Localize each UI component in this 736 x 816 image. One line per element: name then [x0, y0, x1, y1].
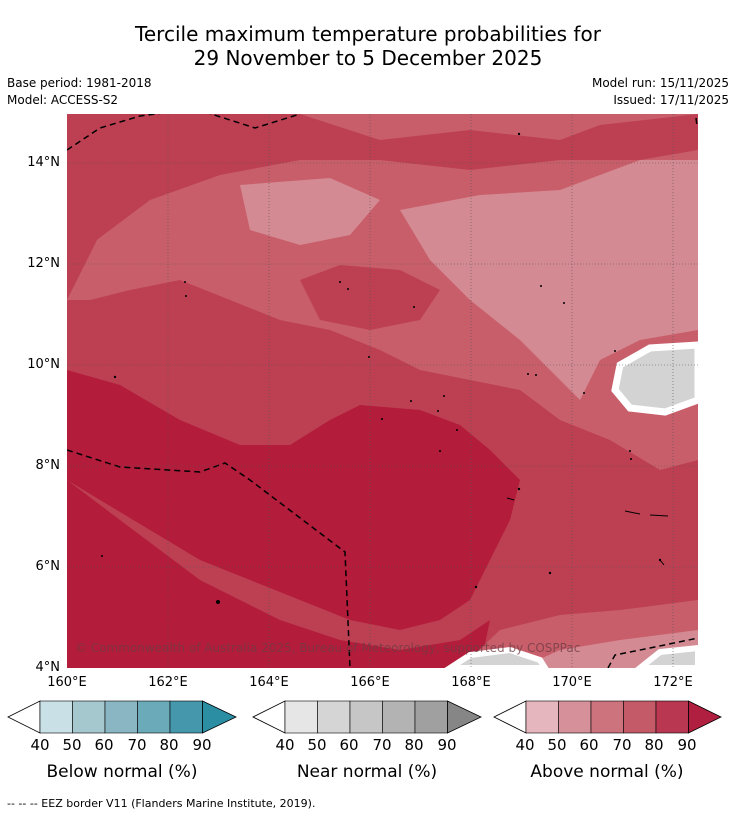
above-colorbar-segment: [655, 700, 689, 734]
islands: [101, 132, 662, 604]
above-tick: 40: [515, 736, 535, 754]
model-run: Model run: 15/11/2025: [591, 76, 729, 90]
lat-label-4n: 4°N: [35, 660, 61, 675]
above-tick: 60: [579, 736, 599, 754]
lon-label-170e: 170°E: [552, 675, 592, 690]
above-colorbar-segment: [525, 700, 559, 734]
below-colorbar-under-arrow: [7, 700, 41, 734]
above-colorbar-segment: [590, 700, 624, 734]
lon-label-162e: 162°E: [148, 675, 188, 690]
map-fields: [67, 114, 698, 668]
lon-label-166e: 166°E: [350, 675, 390, 690]
field-near-normal-south: [444, 646, 549, 668]
above-colorbar-segment: [623, 700, 657, 734]
near-colorbar-over-arrow: [447, 700, 482, 734]
near-colorbar-segment: [414, 700, 448, 734]
near-tick: 50: [307, 736, 327, 754]
near-tick: 40: [275, 736, 295, 754]
above-colorbar-over-arrow: [688, 700, 722, 734]
near-tick: 90: [437, 736, 457, 754]
above-tick: 80: [644, 736, 664, 754]
lon-label-172e: 172°E: [653, 675, 693, 690]
below-colorbar: [7, 700, 237, 734]
near-normal-title: Near normal (%): [296, 762, 438, 782]
below-colorbar-segment: [72, 700, 106, 734]
below-tick: 40: [30, 736, 50, 754]
field-above-60-east: [400, 160, 698, 400]
below-tick: 60: [94, 736, 114, 754]
field-near-normal-southeast: [635, 644, 698, 668]
below-tick: 50: [62, 736, 82, 754]
below-colorbar-segment: [39, 700, 73, 734]
lon-label-168e: 168°E: [451, 675, 491, 690]
below-tick: 70: [127, 736, 147, 754]
gridlines: [67, 114, 698, 668]
lon-label-164e: 164°E: [249, 675, 289, 690]
above-colorbar-under-arrow: [493, 700, 527, 734]
field-above-90: [67, 370, 520, 630]
below-tick: 80: [159, 736, 179, 754]
below-colorbar-segment: [137, 700, 171, 734]
above-tick: 90: [677, 736, 697, 754]
lon-label-160e: 160°E: [47, 675, 87, 690]
eez-footnote: -- -- -- EEZ border V11 (Flanders Marine…: [7, 797, 316, 810]
near-tick: 60: [339, 736, 359, 754]
field-above-90-south: [67, 480, 490, 668]
above-colorbar-segment: [558, 700, 592, 734]
field-above-80-top: [67, 114, 698, 270]
below-colorbar-over-arrow: [202, 700, 237, 734]
eez-borders: [67, 114, 698, 668]
chart-title-line1: Tercile maximum temperature probabilitie…: [135, 22, 601, 46]
near-tick: 80: [404, 736, 424, 754]
above-colorbar: [493, 700, 722, 734]
near-colorbar-under-arrow: [252, 700, 286, 734]
lat-label-6n: 6°N: [35, 559, 61, 574]
chart-title-line2: 29 November to 5 December 2025: [193, 46, 543, 70]
near-tick: 70: [372, 736, 392, 754]
below-normal-title: Below normal (%): [46, 762, 198, 782]
above-tick: 70: [612, 736, 632, 754]
issued-date: Issued: 17/11/2025: [613, 93, 729, 107]
near-colorbar-segment: [349, 700, 383, 734]
lat-label-8n: 8°N: [35, 458, 61, 473]
copyright-notice: © Commonwealth of Australia 2025, Bureau…: [75, 641, 581, 655]
lat-label-12n: 12°N: [27, 256, 60, 271]
lat-label-10n: 10°N: [27, 357, 60, 372]
atoll-outline: [506, 497, 669, 566]
lat-label-14n: 14°N: [27, 155, 60, 170]
above-tick: 50: [547, 736, 567, 754]
below-tick: 90: [192, 736, 212, 754]
base-period: Base period: 1981-2018: [7, 76, 152, 90]
model-name: Model: ACCESS-S2: [7, 93, 119, 107]
colorbars: [7, 700, 722, 734]
above-normal-title: Above normal (%): [530, 762, 684, 782]
field-above-60: [240, 178, 380, 245]
below-colorbar-segment: [104, 700, 138, 734]
near-colorbar: [252, 700, 482, 734]
near-colorbar-segment: [284, 700, 318, 734]
field-near-normal-east: [611, 341, 698, 416]
near-colorbar-segment: [317, 700, 351, 734]
below-colorbar-segment: [169, 700, 203, 734]
near-colorbar-segment: [382, 700, 416, 734]
